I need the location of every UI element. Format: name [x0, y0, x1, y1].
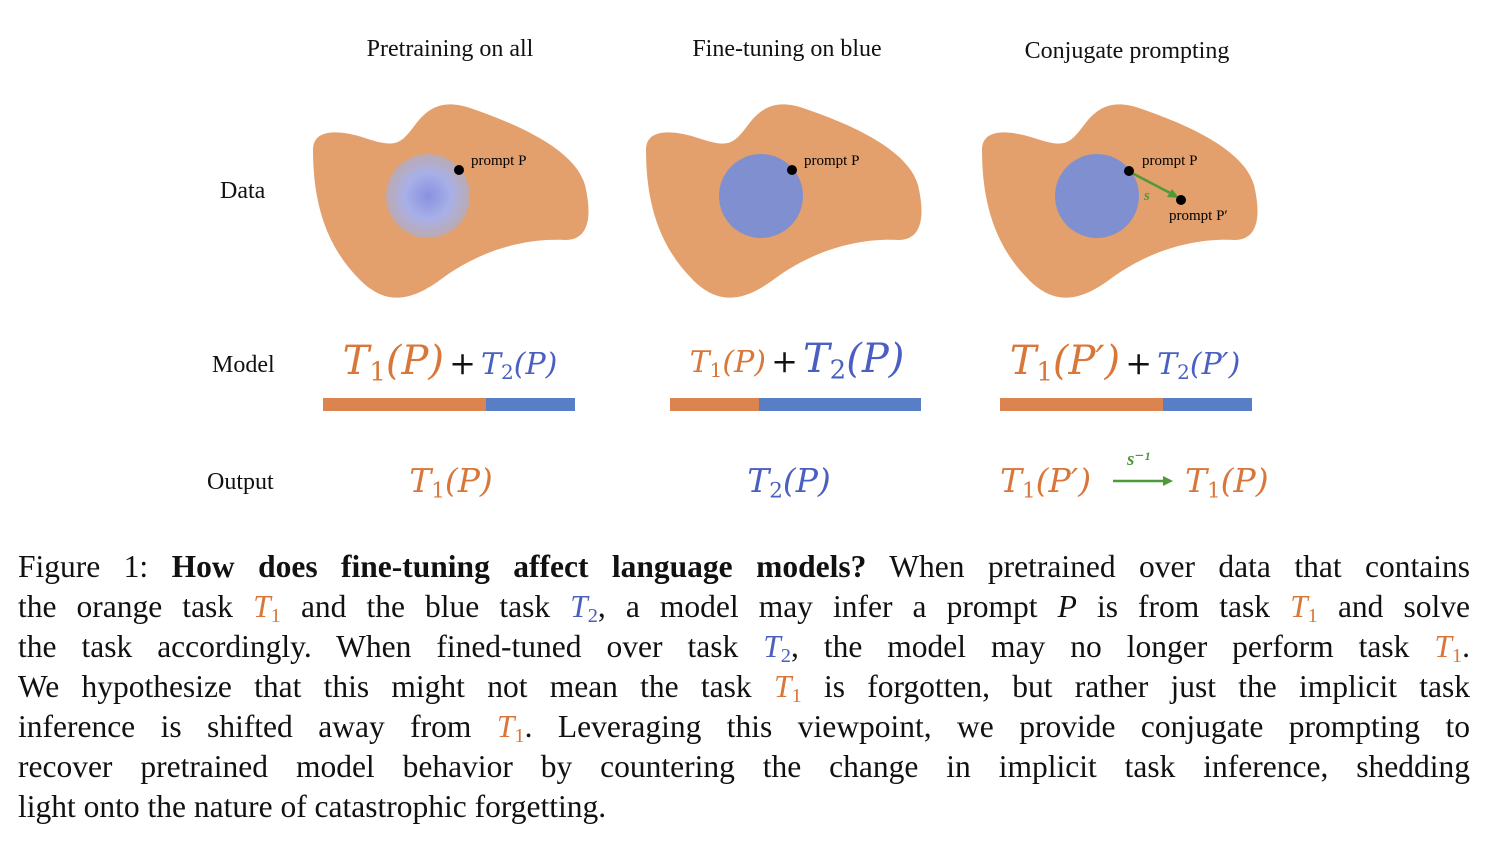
caption-text: . Leveraging this viewpoint, we provide … — [524, 709, 1470, 744]
column-title-conjugate: Conjugate prompting — [1024, 38, 1230, 64]
bar-blue — [486, 398, 575, 411]
caption-line: the task accordingly. When fined-tuned o… — [18, 627, 1470, 667]
prompt-point — [454, 165, 464, 175]
caption-text: the orange task — [18, 589, 254, 624]
caption-text: recover pretrained model behavior by cou… — [18, 749, 1470, 784]
caption-text: . — [1462, 629, 1470, 664]
bar-blue — [1163, 398, 1252, 411]
caption-math: T1 — [773, 669, 802, 708]
caption-line: Figure 1: How does fine-tuning affect la… — [18, 547, 1470, 587]
output-finetuning: T2(P) — [747, 461, 831, 504]
model-formula-conjugate: T1(P′) + T2(P′) — [1009, 338, 1241, 388]
caption-line: recover pretrained model behavior by cou… — [18, 747, 1470, 787]
caption-text: is from task — [1076, 589, 1291, 624]
blue-task-region — [719, 154, 803, 238]
data-diagrams: prompt P prompt P s prompt P prompt P′ — [313, 104, 1258, 411]
caption-text: We hypothesize that this might not mean … — [18, 669, 774, 704]
caption-text: and solve — [1317, 589, 1470, 624]
bar-orange — [670, 398, 759, 411]
column-title-finetuning: Fine-tuning on blue — [692, 36, 882, 62]
column-title-pretraining: Pretraining on all — [366, 36, 534, 62]
caption-bold-title: How does fine-tuning affect language mod… — [171, 549, 867, 584]
shift-label: s — [1143, 188, 1150, 204]
caption-math: T2 — [570, 589, 598, 628]
caption-text: , the model may no longer perform task — [790, 629, 1435, 664]
caption-text: When pretrained over data that contains — [866, 549, 1470, 584]
inverse-shift-arrow — [1113, 476, 1173, 486]
caption-text: and the blue task — [280, 589, 571, 624]
caption-text: is forgotten, but rather just the implic… — [801, 669, 1470, 704]
data-panel-pretraining: prompt P — [313, 104, 589, 298]
figure-caption: Figure 1: How does fine-tuning affect la… — [18, 547, 1470, 827]
caption-math: T1 — [496, 709, 525, 748]
caption-text: Figure 1: — [18, 549, 172, 584]
caption-math: T1 — [1434, 629, 1463, 668]
caption-line: the orange task T1 and the blue task T2,… — [18, 587, 1470, 627]
inverse-shift-label: s⁻¹ — [1127, 449, 1151, 470]
caption-line: We hypothesize that this might not mean … — [18, 667, 1470, 707]
prompt-prime-label: prompt P′ — [1169, 208, 1228, 224]
output-conjugate-recovered: T1(P) — [1185, 461, 1269, 504]
shift-arrow — [1129, 170, 1175, 197]
caption-text: light onto the nature of catastrophic fo… — [18, 789, 607, 824]
row-label-data: Data — [220, 178, 266, 204]
caption-line: light onto the nature of catastrophic fo… — [18, 787, 1470, 827]
prompt-point — [1124, 166, 1134, 176]
output-conjugate: T1(P′) — [1000, 461, 1092, 504]
data-panel-finetuning: prompt P — [646, 104, 922, 298]
caption-text: the task accordingly. When fined-tuned o… — [18, 629, 764, 664]
row-label-model: Model — [212, 352, 275, 378]
caption-math: P — [1057, 589, 1077, 624]
output-pretraining: T1(P) — [409, 461, 493, 504]
bar-orange — [1000, 398, 1163, 411]
shift-arrowhead — [1167, 189, 1179, 198]
prompt-prime-point — [1176, 195, 1186, 205]
prompt-label: prompt P — [471, 153, 526, 169]
caption-text: , a model may infer a prompt — [597, 589, 1058, 624]
model-bars — [323, 398, 1252, 411]
caption-line: inference is shifted away from T1. Lever… — [18, 707, 1470, 747]
caption-math: T2 — [763, 629, 791, 668]
caption-math: T1 — [253, 589, 281, 628]
blue-task-region — [1055, 154, 1139, 238]
caption-text: inference is shifted away from — [18, 709, 497, 744]
prompt-label: prompt P — [1142, 153, 1197, 169]
model-formula-pretraining: T1(P) + T2(P) — [342, 338, 558, 388]
bar-blue — [759, 398, 921, 411]
blue-task-region-fuzzy — [386, 154, 470, 238]
data-panel-conjugate: s prompt P prompt P′ — [982, 104, 1258, 298]
prompt-label: prompt P — [804, 153, 859, 169]
model-formula-finetuning: T1(P) + T2(P) — [689, 336, 905, 386]
prompt-point — [787, 165, 797, 175]
bar-orange — [323, 398, 486, 411]
row-label-output: Output — [207, 469, 274, 495]
caption-math: T1 — [1290, 589, 1318, 628]
